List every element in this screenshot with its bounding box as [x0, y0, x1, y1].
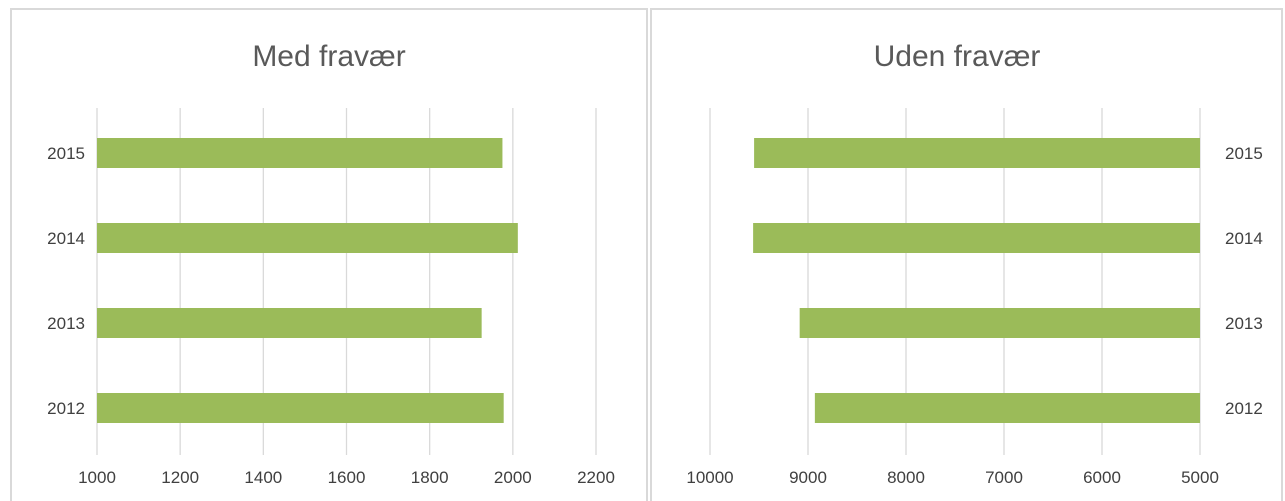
y-category-label-left: 2013	[47, 314, 85, 333]
x-tick-label-right: 7000	[985, 468, 1023, 487]
x-tick-label-right: 9000	[789, 468, 827, 487]
y-category-label-left: 2012	[47, 399, 85, 418]
x-tick-label-left: 2000	[494, 468, 532, 487]
y-category-label-right: 2014	[1225, 229, 1263, 248]
x-tick-label-left: 1200	[161, 468, 199, 487]
x-tick-label-left: 2200	[577, 468, 615, 487]
x-tick-label-left: 1600	[328, 468, 366, 487]
x-tick-label-right: 5000	[1181, 468, 1219, 487]
chart-title-right: Uden fravær	[874, 40, 1041, 73]
y-category-label-left: 2015	[47, 144, 85, 163]
chart-title-left: Med fravær	[252, 40, 405, 73]
y-category-label-right: 2012	[1225, 399, 1263, 418]
bar-right-2015	[754, 138, 1200, 168]
bar-right-2013	[799, 308, 1200, 338]
bar-right-2012	[814, 393, 1200, 423]
bar-left-2013	[97, 308, 482, 338]
x-tick-label-left: 1400	[244, 468, 282, 487]
bar-left-2015	[97, 138, 503, 168]
x-tick-label-left: 1800	[411, 468, 449, 487]
y-category-label-right: 2013	[1225, 314, 1263, 333]
y-category-label-right: 2015	[1225, 144, 1263, 163]
x-tick-label-right: 6000	[1083, 468, 1121, 487]
x-tick-label-left: 1000	[78, 468, 116, 487]
x-tick-label-right: 8000	[887, 468, 925, 487]
y-category-label-left: 2014	[47, 229, 85, 248]
bar-left-2012	[97, 393, 504, 423]
x-tick-label-right: 10000	[686, 468, 733, 487]
bar-left-2014	[97, 223, 518, 253]
bar-right-2014	[753, 223, 1200, 253]
